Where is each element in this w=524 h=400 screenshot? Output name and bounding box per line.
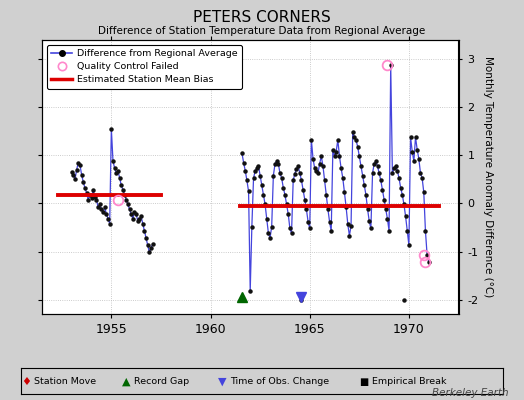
Text: PETERS CORNERS: PETERS CORNERS <box>193 10 331 25</box>
Text: ♦: ♦ <box>21 377 31 387</box>
Text: Record Gap: Record Gap <box>134 378 189 386</box>
Text: Station Move: Station Move <box>34 378 96 386</box>
Text: ■: ■ <box>359 377 369 387</box>
Text: ▼: ▼ <box>219 377 227 387</box>
Text: Berkeley Earth: Berkeley Earth <box>432 388 508 398</box>
Text: Empirical Break: Empirical Break <box>372 378 446 386</box>
Y-axis label: Monthly Temperature Anomaly Difference (°C): Monthly Temperature Anomaly Difference (… <box>483 56 493 298</box>
Legend: Difference from Regional Average, Quality Control Failed, Estimated Station Mean: Difference from Regional Average, Qualit… <box>47 45 242 89</box>
Text: ▲: ▲ <box>122 377 130 387</box>
Text: Time of Obs. Change: Time of Obs. Change <box>231 378 330 386</box>
Text: Difference of Station Temperature Data from Regional Average: Difference of Station Temperature Data f… <box>99 26 425 36</box>
